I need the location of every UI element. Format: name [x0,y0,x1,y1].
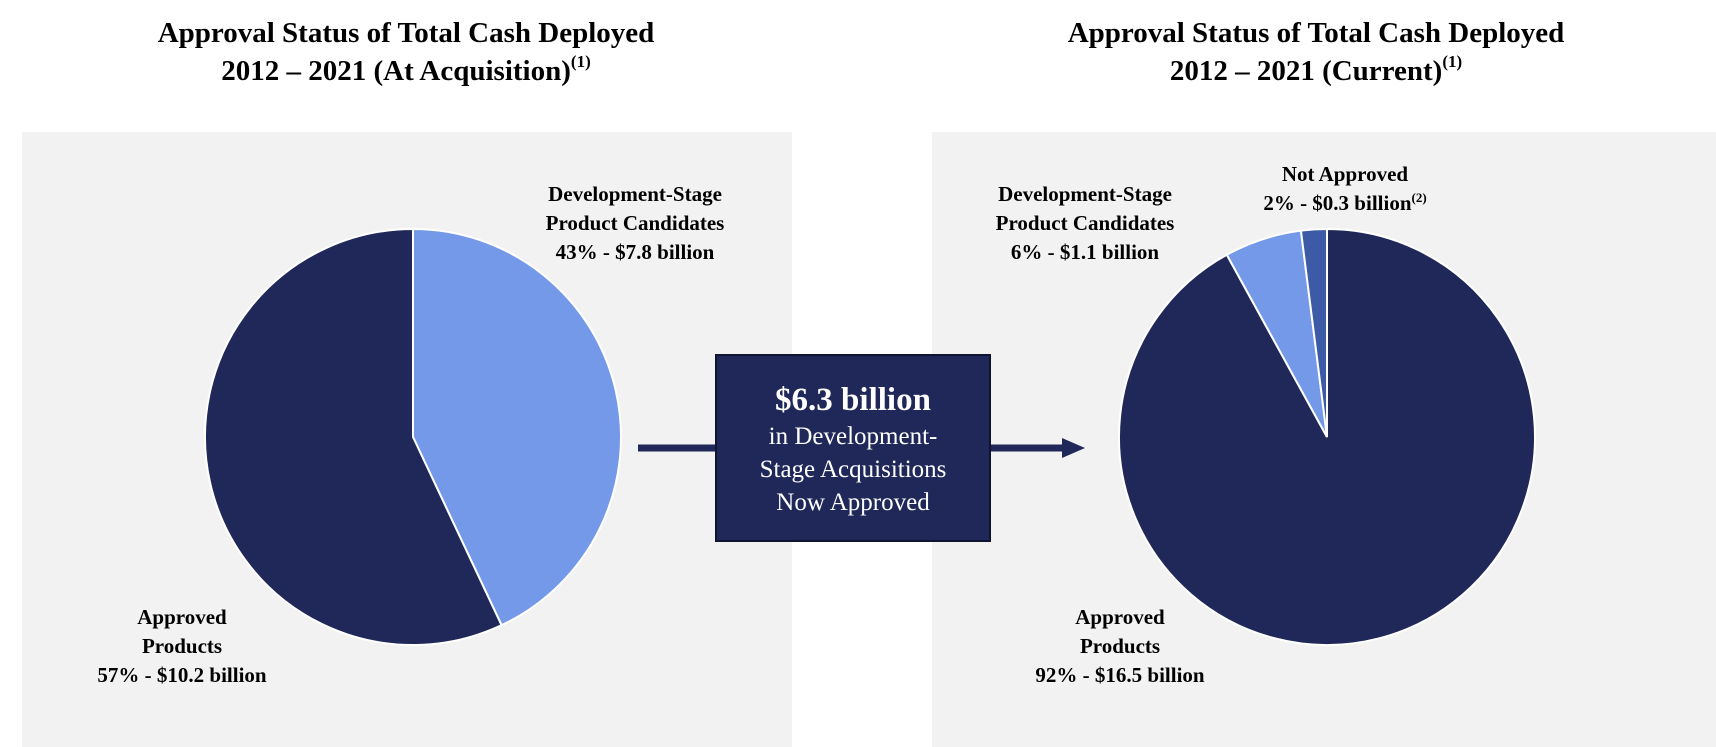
right-label-approved-line2: Products [1079,634,1161,658]
left-title-footnote: (1) [570,52,591,71]
left-label-development-line1: Development-Stage [548,182,722,206]
right-label-not-approved-value: 2% - $0.3 billion [1263,191,1412,215]
callout-box: $6.3 billion in Development- Stage Acqui… [715,354,991,542]
right-title-footnote: (1) [1442,52,1463,71]
right-label-not-approved-value-row: 2% - $0.3 billion(2) [1225,189,1465,218]
right-title-line2-text: 2012 – 2021 (Current) [1169,55,1443,87]
right-chart-title: Approval Status of Total Cash Deployed 2… [932,14,1700,90]
callout-line1: in Development- [768,423,938,450]
left-label-development: Development-Stage Product Candidates 43%… [520,180,750,267]
arrow-head [1062,438,1085,458]
right-label-approved-value: 92% - $16.5 billion [1035,663,1205,687]
left-title-line2: 2012 – 2021 (At Acquisition)(1) [22,52,790,90]
left-title-line1: Approval Status of Total Cash Deployed [157,17,655,49]
right-label-not-approved: Not Approved 2% - $0.3 billion(2) [1225,160,1465,218]
left-pie-slice-0 [412,227,622,627]
callout-line2: Stage Acquisitions [759,456,947,483]
right-label-approved: Approved Products 92% - $16.5 billion [1000,603,1240,690]
right-label-approved-line1: Approved [1075,605,1165,629]
right-label-development: Development-Stage Product Candidates 6% … [970,180,1200,267]
right-label-development-value: 6% - $1.1 billion [1010,240,1160,264]
right-label-development-line2: Product Candidates [995,211,1175,235]
left-label-development-value: 43% - $7.8 billion [555,240,715,264]
callout-line3: Now Approved [776,489,930,516]
right-label-not-approved-line1: Not Approved [1281,162,1409,186]
callout-headline: $6.3 billion [775,382,931,418]
left-label-approved-line1: Approved [137,605,227,629]
right-title-line2: 2012 – 2021 (Current)(1) [932,52,1700,90]
right-label-development-line1: Development-Stage [998,182,1172,206]
left-label-approved: Approved Products 57% - $10.2 billion [62,603,302,690]
left-chart-title: Approval Status of Total Cash Deployed 2… [22,14,790,90]
right-label-not-approved-footnote: (2) [1411,190,1427,205]
left-label-approved-line2: Products [141,634,223,658]
left-pie-slice-1 [204,227,503,646]
left-title-line2-text: 2012 – 2021 (At Acquisition) [221,55,571,87]
right-pie-slice-2 [1299,227,1328,438]
left-label-development-line2: Product Candidates [545,211,725,235]
left-label-approved-value: 57% - $10.2 billion [97,663,267,687]
right-title-line1: Approval Status of Total Cash Deployed [1067,17,1565,49]
